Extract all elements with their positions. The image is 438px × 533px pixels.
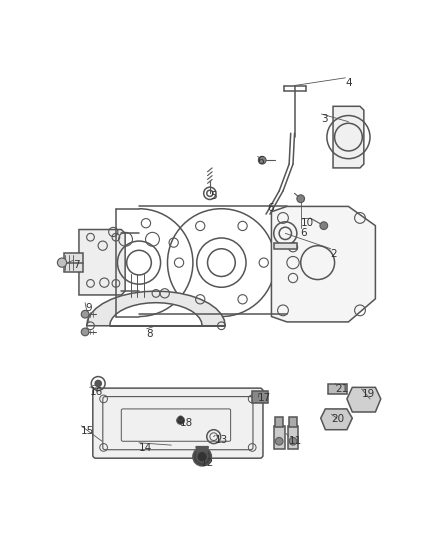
Polygon shape (272, 206, 375, 322)
Circle shape (289, 438, 297, 445)
Polygon shape (87, 291, 225, 326)
Circle shape (81, 310, 89, 318)
Polygon shape (328, 384, 347, 393)
Polygon shape (333, 106, 364, 168)
Polygon shape (276, 417, 283, 427)
Polygon shape (274, 243, 297, 249)
Polygon shape (289, 417, 297, 427)
Polygon shape (252, 391, 268, 403)
Circle shape (95, 381, 101, 386)
Text: 11: 11 (288, 436, 302, 446)
Circle shape (276, 438, 283, 445)
Text: 8: 8 (147, 329, 153, 339)
Text: 5: 5 (210, 191, 216, 201)
Text: 14: 14 (139, 443, 152, 453)
Polygon shape (79, 230, 125, 295)
Polygon shape (321, 409, 352, 430)
Text: 6: 6 (301, 228, 307, 238)
Text: 6: 6 (268, 203, 274, 213)
Polygon shape (288, 426, 298, 449)
Text: 20: 20 (332, 414, 345, 424)
FancyBboxPatch shape (93, 388, 263, 458)
Polygon shape (347, 387, 381, 412)
Polygon shape (64, 253, 83, 272)
Text: 10: 10 (301, 218, 314, 228)
Text: 7: 7 (74, 260, 80, 270)
Text: 12: 12 (201, 458, 214, 468)
Text: 17: 17 (258, 393, 271, 403)
Text: 19: 19 (361, 389, 375, 399)
Text: 4: 4 (346, 78, 352, 88)
Circle shape (320, 222, 328, 230)
Circle shape (193, 447, 212, 466)
Circle shape (297, 195, 304, 203)
Circle shape (258, 156, 266, 164)
Text: 18: 18 (180, 418, 193, 428)
Text: 16: 16 (90, 387, 103, 398)
Polygon shape (196, 447, 208, 457)
Circle shape (57, 258, 67, 267)
Circle shape (177, 417, 184, 424)
Text: 3: 3 (321, 114, 328, 124)
Text: 2: 2 (331, 249, 337, 259)
Text: 13: 13 (215, 435, 229, 445)
Text: 9: 9 (85, 303, 92, 313)
Polygon shape (274, 426, 285, 449)
Circle shape (197, 451, 208, 462)
Text: 21: 21 (336, 384, 349, 393)
Text: 6: 6 (258, 156, 264, 166)
Circle shape (178, 416, 183, 421)
Text: 15: 15 (81, 426, 95, 436)
Circle shape (81, 328, 89, 336)
